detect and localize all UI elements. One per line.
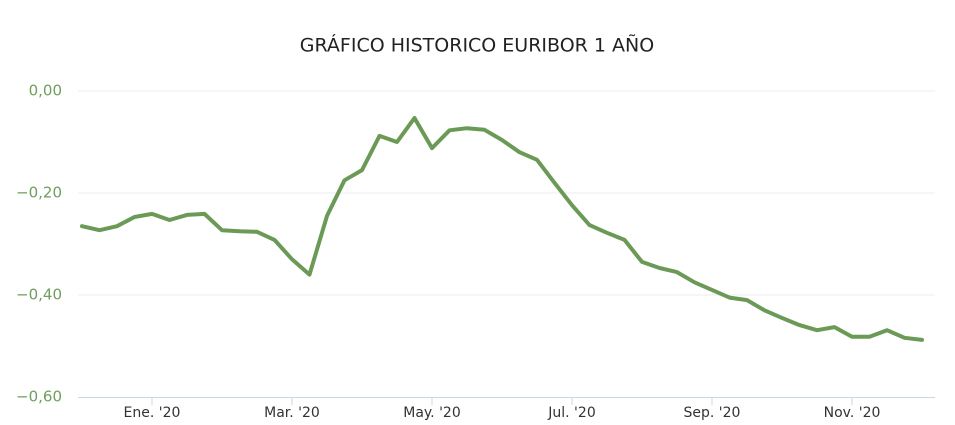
x-tick-label: Nov. '20 bbox=[824, 405, 881, 421]
x-tick-label: Jul. '20 bbox=[547, 405, 595, 421]
y-tick-label: −0,20 bbox=[16, 184, 62, 202]
chart-title: GRÁFICO HISTORICO EURIBOR 1 AÑO bbox=[300, 34, 654, 57]
x-tick-label: May. '20 bbox=[403, 405, 461, 421]
x-tick-label: Mar. '20 bbox=[264, 405, 320, 421]
x-tick-label: Ene. '20 bbox=[124, 405, 181, 421]
y-tick-label: −0,40 bbox=[16, 286, 62, 304]
x-tick-label: Sep. '20 bbox=[684, 405, 741, 421]
y-tick-label: 0,00 bbox=[29, 82, 62, 100]
y-tick-label: −0,60 bbox=[16, 388, 62, 406]
line-series bbox=[80, 116, 924, 342]
